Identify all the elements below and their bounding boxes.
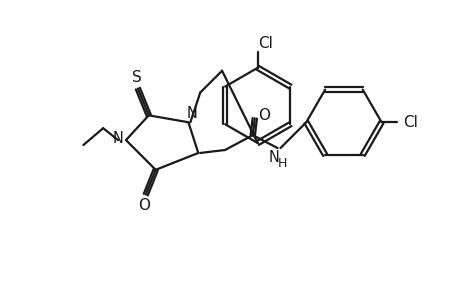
Text: O: O <box>257 108 269 123</box>
Text: N: N <box>186 106 197 121</box>
Text: Cl: Cl <box>402 115 417 130</box>
Text: O: O <box>138 198 150 213</box>
Text: N: N <box>268 150 279 165</box>
Text: Cl: Cl <box>257 37 273 52</box>
Text: H: H <box>277 158 286 170</box>
Text: N: N <box>112 130 123 146</box>
Text: S: S <box>132 70 141 85</box>
